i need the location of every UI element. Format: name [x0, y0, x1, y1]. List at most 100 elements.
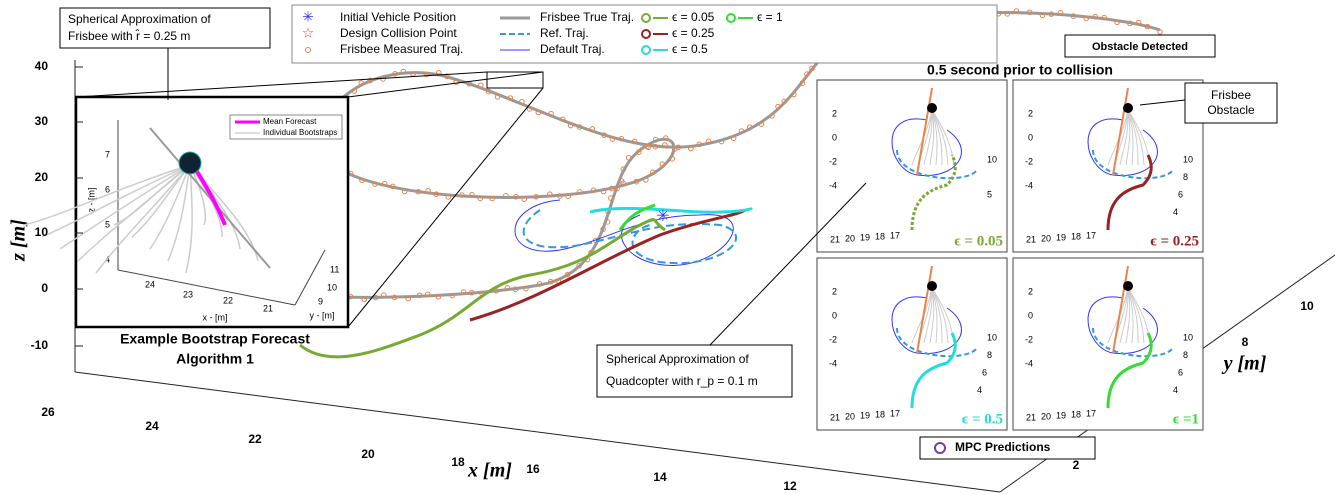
panel-label: ϵ = 0.25 — [1150, 233, 1199, 249]
bootstrap — [931, 109, 955, 166]
measured-point — [625, 154, 632, 161]
bootstrap — [1127, 287, 1145, 344]
y-tick-label: 10 — [1300, 299, 1314, 313]
frisbee — [1123, 281, 1133, 291]
measured-point — [618, 178, 625, 184]
zoom-line — [347, 71, 544, 98]
measured-point — [730, 135, 737, 142]
bootstrap — [189, 164, 223, 238]
measured-point — [519, 98, 525, 105]
frisbee-obstacle-text: Obstacle — [1207, 103, 1255, 117]
panel-y-tick: 6 — [1178, 367, 1183, 377]
measured-point — [705, 138, 712, 145]
measured-point — [1114, 19, 1120, 26]
measured-point — [618, 135, 625, 142]
zoom-line — [347, 87, 544, 328]
measured-point — [559, 116, 566, 123]
bootstrap — [1127, 109, 1134, 166]
legend-marker — [641, 13, 651, 23]
measured-point — [1157, 29, 1163, 35]
measured-point — [576, 124, 583, 130]
z-tick-label: 0 — [41, 281, 48, 295]
panel-y-tick: 8 — [1183, 172, 1188, 182]
y-label: y [m] — [1222, 353, 1267, 375]
panels-title: 0.5 second prior to collision — [927, 62, 1113, 78]
measured-point — [391, 294, 398, 301]
bootstrap — [931, 109, 943, 166]
measured-point — [358, 80, 365, 86]
inset-z-tick: 5 — [105, 219, 110, 229]
mpc-path — [910, 332, 957, 409]
measured-point — [536, 281, 543, 287]
callout-text: Frisbee with r̂ = 0.25 m — [68, 28, 190, 43]
quad-callout-box — [596, 344, 793, 398]
x-tick-label: 12 — [783, 479, 797, 493]
measured-point — [1083, 15, 1090, 22]
reference — [1092, 327, 1174, 358]
measured-point — [547, 278, 554, 285]
bootstrap — [95, 164, 191, 274]
measured-point — [781, 98, 788, 105]
reference-trajectory — [522, 209, 737, 265]
z-tick-label: -10 — [31, 338, 49, 352]
inset-y-tick: 11 — [330, 264, 339, 274]
measured-point — [604, 219, 611, 225]
measured-point — [494, 94, 501, 100]
measured-point — [620, 166, 627, 173]
frisbee-path — [916, 87, 933, 176]
measured-point — [459, 192, 465, 198]
measured-point — [672, 146, 678, 152]
measured-point — [468, 289, 475, 296]
panel-x-tick: 17 — [1086, 230, 1096, 240]
inset-x-tick: 23 — [183, 289, 193, 299]
callout-text: Spherical Approximation of — [68, 12, 211, 26]
bootstrap — [931, 287, 943, 344]
legend-label: ϵ = 0.25 — [672, 26, 715, 40]
panel-x-tick: 21 — [1026, 412, 1036, 422]
bootstrap — [1125, 287, 1131, 344]
measured-point — [361, 296, 368, 303]
default-trajectory — [514, 199, 734, 266]
inset-legend-label: Individual Bootstraps — [263, 128, 337, 137]
frisbee — [927, 281, 937, 291]
measured-point — [1070, 13, 1077, 19]
inset-x-tick: 24 — [145, 279, 155, 289]
measured-point — [608, 185, 615, 192]
zoom-box — [486, 71, 544, 89]
panel-x-tick: 18 — [875, 409, 885, 419]
inset-y-label: y - [m] — [310, 310, 335, 320]
bootstrap — [1127, 287, 1134, 344]
bootstrap — [1127, 109, 1139, 166]
axis — [294, 249, 326, 306]
measured-point — [433, 191, 440, 197]
panel-label: ϵ = 0.05 — [954, 233, 1003, 249]
measured-point — [521, 196, 528, 202]
measured-point — [609, 136, 616, 142]
measured-point — [372, 294, 379, 301]
measured-point — [1004, 11, 1011, 17]
panel-x-tick: 20 — [1041, 233, 1051, 243]
arrow — [709, 182, 867, 346]
measured-point — [696, 141, 703, 148]
measured-point — [631, 138, 638, 145]
inset-y-tick: 10 — [327, 282, 337, 292]
trajectory-eps-05 — [589, 206, 754, 214]
y-tick-label: 8 — [1242, 335, 1249, 349]
legend-label: Ref. Traj. — [540, 26, 589, 40]
panel-z-tick: -4 — [829, 358, 837, 368]
measured-point — [659, 161, 666, 168]
panel-y-tick: 5 — [987, 189, 992, 199]
measured-point — [523, 285, 529, 292]
bootstrap — [131, 164, 191, 238]
bootstrap — [923, 287, 933, 344]
panel-z-tick: -2 — [1025, 334, 1033, 344]
panel-y-tick: 6 — [982, 367, 987, 377]
panel-y-tick: 10 — [987, 332, 997, 342]
trajectory-eps-005 — [299, 218, 666, 359]
mpc-path — [1106, 332, 1153, 409]
measured-point — [478, 82, 484, 89]
measured-point — [791, 91, 797, 98]
panel-x-tick: 19 — [860, 410, 870, 420]
